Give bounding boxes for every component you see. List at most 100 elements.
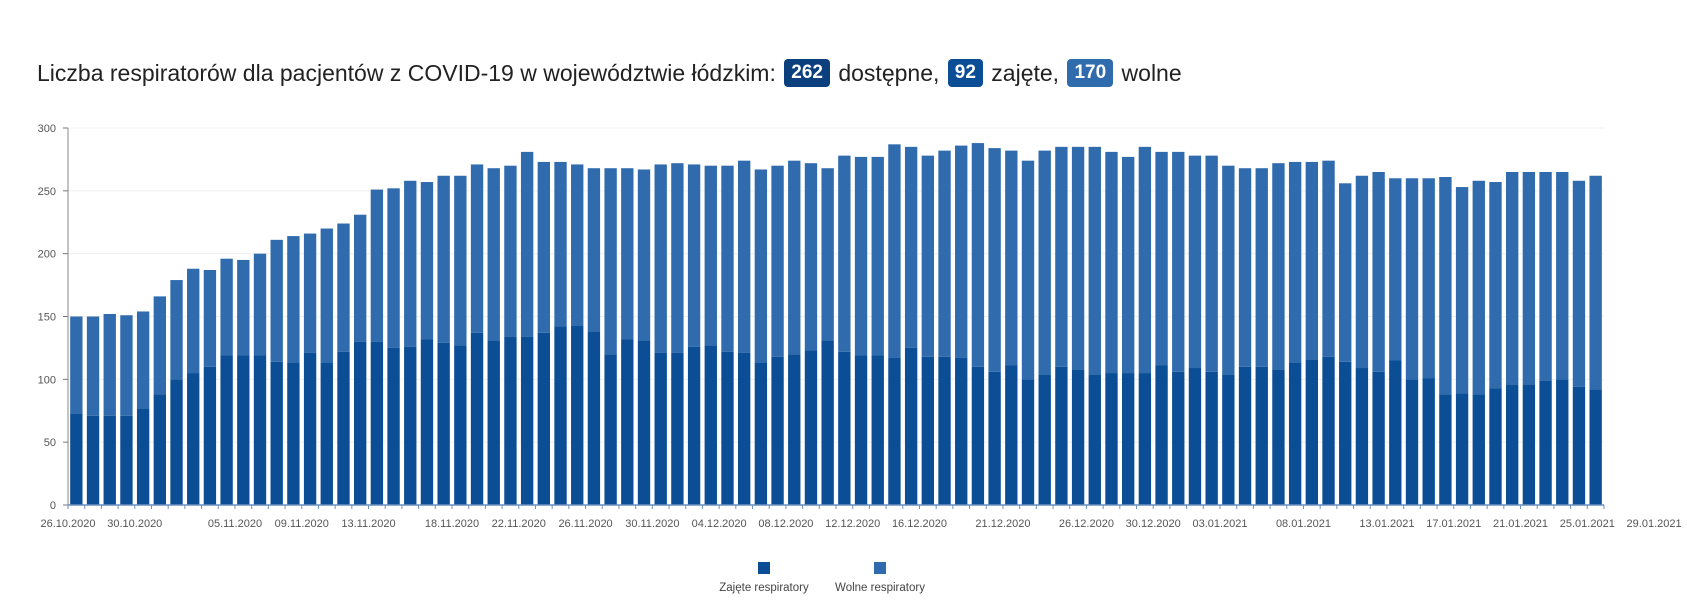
bar-free[interactable] [537, 161, 551, 333]
bar-free[interactable] [1272, 163, 1285, 370]
bar-occupied[interactable] [537, 332, 551, 505]
bar-free[interactable] [120, 315, 133, 416]
bar-free[interactable] [938, 150, 951, 357]
bar-free[interactable] [237, 259, 250, 356]
bar-free[interactable] [1172, 151, 1185, 372]
bar-free[interactable] [1472, 180, 1485, 395]
bar-occupied[interactable] [921, 356, 935, 505]
bar-free[interactable] [838, 155, 851, 352]
legend-swatch-occupied[interactable] [758, 562, 770, 574]
bar-free[interactable] [1539, 171, 1552, 381]
bar-occupied[interactable] [370, 341, 384, 505]
bar-occupied[interactable] [971, 366, 985, 505]
bar-free[interactable] [971, 143, 985, 367]
bar-free[interactable] [203, 270, 217, 367]
bar-occupied[interactable] [671, 352, 684, 505]
bar-occupied[interactable] [687, 346, 701, 505]
bar-free[interactable] [1455, 187, 1469, 394]
bar-free[interactable] [587, 168, 601, 332]
bar-free[interactable] [621, 168, 634, 340]
bar-occupied[interactable] [621, 339, 634, 505]
bar-free[interactable] [1439, 177, 1452, 395]
bar-occupied[interactable] [637, 340, 651, 505]
bar-free[interactable] [1339, 183, 1352, 362]
bar-free[interactable] [1238, 168, 1252, 367]
bar-occupied[interactable] [721, 351, 734, 505]
bar-occupied[interactable] [237, 355, 250, 505]
bar-free[interactable] [737, 160, 751, 353]
bar-free[interactable] [1038, 150, 1051, 375]
bar-free[interactable] [420, 182, 434, 340]
bar-free[interactable] [1088, 146, 1101, 375]
bar-free[interactable] [704, 165, 717, 346]
bar-free[interactable] [220, 258, 233, 356]
bar-free[interactable] [1005, 150, 1018, 366]
bar-occupied[interactable] [1172, 371, 1185, 505]
bar-free[interactable] [287, 236, 300, 363]
bar-free[interactable] [1105, 151, 1118, 374]
bar-occupied[interactable] [1539, 380, 1552, 505]
bar-occupied[interactable] [988, 371, 1001, 505]
bar-occupied[interactable] [1372, 371, 1385, 505]
bar-free[interactable] [571, 164, 584, 326]
bar-free[interactable] [1071, 146, 1085, 370]
bar-occupied[interactable] [571, 325, 584, 505]
bar-free[interactable] [370, 189, 384, 342]
bar-occupied[interactable] [136, 408, 150, 505]
bar-free[interactable] [1556, 171, 1569, 380]
bar-free[interactable] [904, 146, 918, 348]
legend-label-free[interactable]: Wolne respiratory [835, 582, 925, 594]
bar-occupied[interactable] [320, 362, 333, 505]
bar-occupied[interactable] [337, 351, 350, 505]
bar-occupied[interactable] [1105, 373, 1118, 505]
bar-occupied[interactable] [270, 361, 283, 505]
bar-free[interactable] [353, 214, 367, 342]
bar-free[interactable] [520, 151, 534, 337]
bar-free[interactable] [303, 233, 317, 353]
bar-occupied[interactable] [353, 341, 367, 505]
bar-occupied[interactable] [754, 362, 768, 505]
bar-occupied[interactable] [70, 413, 83, 505]
bar-occupied[interactable] [454, 345, 467, 505]
bar-occupied[interactable] [1088, 374, 1101, 505]
bar-occupied[interactable] [1422, 378, 1435, 505]
bar-occupied[interactable] [1472, 394, 1485, 505]
bar-free[interactable] [871, 156, 884, 356]
bar-free[interactable] [1021, 160, 1035, 380]
bar-occupied[interactable] [303, 352, 317, 505]
bar-free[interactable] [687, 164, 701, 347]
bar-free[interactable] [86, 316, 100, 416]
bar-occupied[interactable] [1238, 366, 1252, 505]
bar-free[interactable] [1372, 171, 1385, 372]
bar-occupied[interactable] [1389, 360, 1402, 505]
bar-free[interactable] [1288, 161, 1302, 363]
bar-occupied[interactable] [1339, 361, 1352, 505]
bar-free[interactable] [1489, 182, 1502, 389]
bar-free[interactable] [437, 175, 450, 343]
bar-free[interactable] [337, 223, 350, 352]
bar-occupied[interactable] [1556, 379, 1569, 505]
bar-free[interactable] [1422, 178, 1435, 379]
bar-free[interactable] [754, 169, 768, 363]
bar-free[interactable] [253, 253, 267, 356]
bar-occupied[interactable] [554, 326, 567, 505]
bar-free[interactable] [1389, 178, 1402, 361]
bar-free[interactable] [671, 163, 684, 353]
bar-occupied[interactable] [1255, 366, 1268, 505]
bar-free[interactable] [604, 168, 617, 355]
bar-free[interactable] [1355, 175, 1369, 369]
bar-occupied[interactable] [1155, 365, 1168, 505]
bar-occupied[interactable] [1222, 374, 1235, 505]
bar-free[interactable] [955, 145, 968, 358]
bar-occupied[interactable] [103, 415, 116, 505]
bar-occupied[interactable] [888, 357, 901, 505]
bar-occupied[interactable] [871, 355, 884, 505]
bar-occupied[interactable] [220, 355, 233, 505]
bar-occupied[interactable] [788, 354, 801, 505]
bar-occupied[interactable] [404, 346, 417, 505]
bar-occupied[interactable] [203, 366, 217, 505]
bar-free[interactable] [788, 160, 801, 355]
bar-occupied[interactable] [1188, 368, 1202, 505]
bar-occupied[interactable] [170, 379, 183, 505]
bar-free[interactable] [70, 316, 83, 414]
